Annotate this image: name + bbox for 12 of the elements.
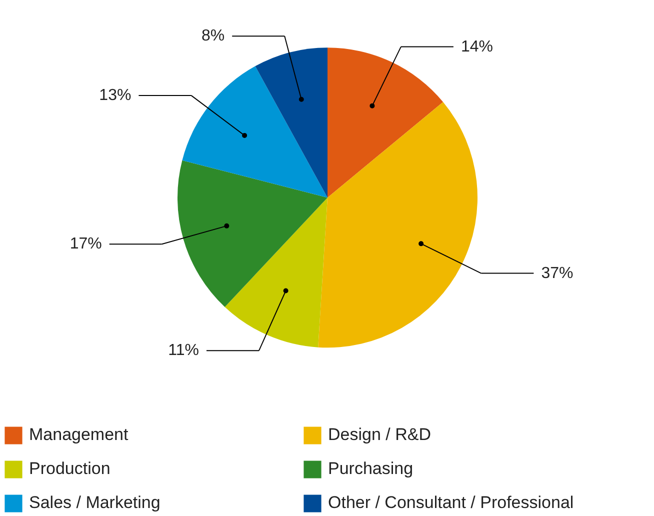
- data-label: 8%: [201, 28, 225, 45]
- data-label: 13%: [99, 86, 132, 104]
- data-label: 37%: [541, 264, 574, 282]
- data-label: 14%: [460, 38, 493, 56]
- legend-label: Production: [29, 459, 112, 479]
- legend-label: Management: [29, 425, 130, 445]
- legend-label: Purchasing: [328, 459, 414, 479]
- data-label: 11%: [168, 342, 199, 360]
- legend-label: Design / R&D: [328, 425, 432, 445]
- legend-label: Other / Consultant / Professional: [328, 493, 575, 513]
- legend-label: Sales / Marketing: [29, 493, 162, 513]
- data-label: 17%: [70, 236, 102, 253]
